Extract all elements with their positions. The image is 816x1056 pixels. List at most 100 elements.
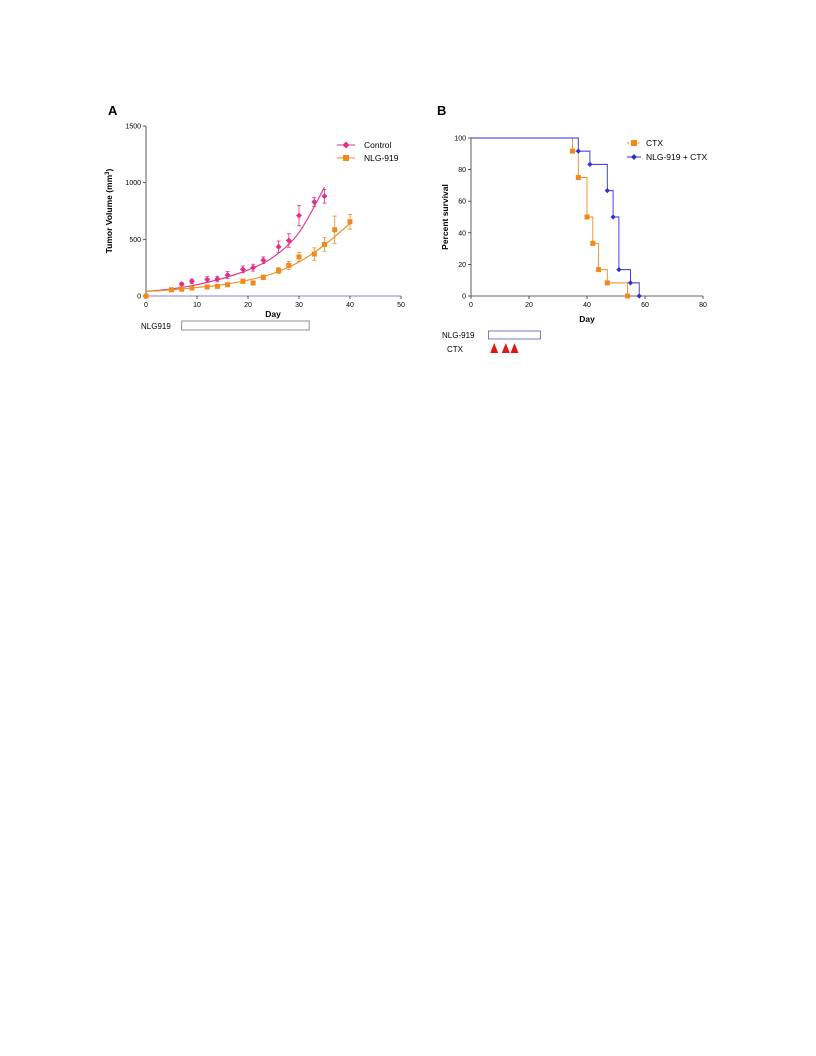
y-tick-label: 20 — [458, 262, 466, 269]
legend-ctx-square-icon — [631, 140, 637, 146]
panel-b-treatment-label: NLG-919 — [442, 331, 475, 340]
x-tick-label: 60 — [641, 302, 649, 309]
event-marker-nlg-919-ctx — [575, 148, 581, 154]
panel-b-ctx-label: CTX — [447, 345, 464, 354]
legend-nlg919-square-icon — [343, 155, 349, 161]
panel-a-x-ticks: 0 10 20 30 40 50 — [144, 296, 405, 309]
data-point-nlg-919 — [286, 262, 292, 268]
x-tick-label: 50 — [397, 302, 405, 309]
data-point-control — [275, 243, 282, 250]
data-point-nlg-919 — [204, 284, 210, 290]
x-tick-label: 30 — [295, 302, 303, 309]
data-point-nlg-919 — [276, 268, 282, 273]
data-point-control — [296, 212, 302, 219]
panel-a-y-ticks: 0 500 1000 1500 — [125, 124, 146, 301]
event-marker-ctx — [604, 280, 610, 286]
ctx-dose-arrow-icon — [510, 343, 519, 353]
ctx-dose-arrows — [490, 343, 519, 353]
event-marker-ctx — [625, 293, 631, 299]
x-tick-label: 40 — [346, 302, 354, 309]
panel-a-letter: A — [108, 103, 118, 118]
data-point-control — [285, 237, 292, 244]
survival-curve-ctx — [471, 137, 631, 299]
data-point-nlg-919 — [311, 251, 317, 257]
data-point-control — [311, 198, 318, 205]
panel-a-x-axis-title: Day — [265, 309, 281, 319]
data-point-control — [224, 272, 231, 279]
panel-a-y-axis-title-end: ) — [104, 168, 114, 171]
data-point-nlg-919 — [250, 280, 256, 286]
data-point-nlg-919 — [296, 254, 302, 260]
data-point-control — [239, 266, 246, 273]
ctx-dose-arrow-icon — [501, 343, 510, 353]
data-point-nlg-919 — [189, 285, 195, 291]
x-tick-label: 20 — [244, 302, 252, 309]
event-marker-nlg-919-ctx — [587, 161, 593, 167]
step-line-nlg-919-ctx — [471, 137, 640, 296]
data-point-control — [260, 257, 267, 264]
panel-b-treatment-bar: NLG-919 — [442, 330, 541, 340]
x-tick-label: 20 — [525, 302, 533, 309]
data-point-control — [250, 264, 257, 271]
series-control — [145, 186, 328, 293]
x-tick-label: 10 — [193, 302, 201, 309]
legend-nlg919-label: NLG-919 — [364, 153, 399, 163]
data-point-nlg-919 — [240, 278, 246, 284]
panel-b-y-axis-title: Percent survival — [440, 184, 450, 250]
event-marker-nlg-919-ctx — [636, 293, 642, 299]
panel-a-treatment-rect — [181, 320, 310, 331]
data-point-nlg-919 — [225, 282, 231, 288]
panel-b-series-layer — [471, 137, 642, 299]
x-tick-label: 0 — [144, 302, 148, 309]
data-point-nlg-919 — [214, 283, 220, 289]
event-marker-nlg-919-ctx — [627, 280, 634, 286]
panel-a-legend: Control NLG-919 — [337, 140, 399, 163]
series-nlg-919 — [143, 213, 353, 299]
data-point-nlg-919 — [347, 219, 353, 225]
data-point-control — [321, 193, 328, 200]
y-tick-label: 60 — [458, 199, 466, 206]
legend-entry-nlg919: NLG-919 — [337, 153, 399, 163]
data-point-nlg-919 — [169, 287, 174, 293]
survival-curve-nlg-919-ctx — [471, 137, 642, 299]
x-tick-label: 80 — [699, 302, 707, 309]
panel-b-letter: B — [437, 103, 446, 118]
data-point-control — [204, 276, 211, 283]
panel-b-legend: CTX NLG-919 + CTX — [627, 138, 708, 162]
panel-b-x-axis-title: Day — [579, 314, 595, 324]
data-point-nlg-919 — [260, 274, 266, 280]
panel-a-treatment-label: NLG919 — [141, 322, 171, 331]
event-marker-ctx — [596, 267, 602, 273]
data-point-control — [188, 278, 195, 285]
data-point-nlg-919 — [179, 286, 185, 292]
y-tick-label: 1000 — [125, 180, 141, 187]
panel-b-treatment-rect — [487, 330, 541, 340]
event-marker-nlg-919-ctx — [604, 188, 610, 194]
data-point-control — [214, 276, 221, 282]
y-tick-label: 1500 — [125, 124, 141, 131]
legend-control-diamond-icon — [342, 141, 350, 149]
panel-b-y-ticks: 0 20 40 60 80 100 — [454, 136, 471, 301]
data-point-nlg-919 — [143, 293, 149, 299]
x-tick-label: 40 — [583, 302, 591, 309]
panel-a-series-layer — [143, 186, 353, 299]
y-tick-label: 0 — [137, 294, 141, 301]
ctx-dose-arrow-icon — [490, 343, 499, 353]
y-tick-label: 0 — [462, 294, 466, 301]
data-point-control — [178, 281, 185, 288]
event-marker-ctx — [575, 175, 581, 180]
panel-b-x-ticks: 0 20 40 60 80 — [469, 296, 707, 309]
fit-curve-nlg-919 — [145, 223, 351, 293]
legend-entry-ctx: CTX — [627, 138, 663, 148]
panel-b-ctx-doses: CTX — [447, 343, 519, 354]
event-marker-nlg-919-ctx — [610, 214, 616, 220]
fit-curve-control — [145, 186, 325, 293]
data-point-nlg-919 — [322, 241, 327, 247]
x-tick-label: 0 — [469, 302, 473, 309]
legend-ctx-label: CTX — [646, 138, 663, 148]
legend-control-label: Control — [364, 140, 392, 150]
legend-nlg919-ctx-diamond-icon — [631, 154, 637, 160]
panel-a-treatment-bar: NLG919 — [141, 320, 310, 331]
event-marker-nlg-919-ctx — [616, 267, 622, 273]
